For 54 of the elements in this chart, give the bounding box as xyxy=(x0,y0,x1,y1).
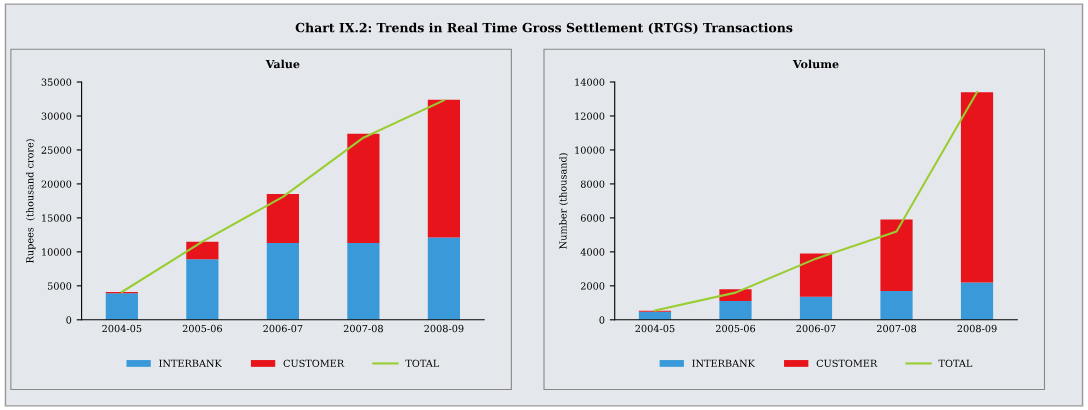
x-tick-label: 2006-07 xyxy=(796,324,836,333)
bar xyxy=(266,194,299,244)
y-tick-label: 35000 xyxy=(41,78,72,86)
y-tick-label: 10000 xyxy=(42,248,72,256)
x-tick-label: 2004-05 xyxy=(635,324,675,333)
bar xyxy=(427,237,461,320)
chart-title: Volume xyxy=(792,59,839,69)
bar xyxy=(960,92,994,283)
bar xyxy=(347,243,380,320)
bar xyxy=(799,296,833,320)
y-tick-label: 12000 xyxy=(575,112,605,120)
x-tick-label: 2007-08 xyxy=(876,324,917,333)
text: Chart IX.2: Trends in Real Time Gross Settlement (RTGS) Transactions xyxy=(295,22,793,35)
bar xyxy=(719,301,752,320)
line-series xyxy=(653,91,979,312)
x-tick-label: 2008-09 xyxy=(957,324,997,333)
y-tick-label: 0 xyxy=(66,316,72,324)
legend-label: CUSTOMER xyxy=(283,359,345,367)
bar xyxy=(880,219,913,291)
y-tick-label: 2000 xyxy=(580,282,605,290)
x-tick-label: 2006-07 xyxy=(263,324,303,333)
bar xyxy=(427,99,461,238)
y-axis-title: Rupees (thousand crore) xyxy=(25,139,36,263)
bar xyxy=(105,293,138,320)
y-tick-label: 25000 xyxy=(41,146,72,154)
y-tick-label: 10000 xyxy=(575,146,605,154)
y-tick-label: 8000 xyxy=(580,180,605,188)
bar xyxy=(186,259,219,320)
line-series xyxy=(120,99,445,293)
bar xyxy=(266,243,299,320)
y-tick-label: 14000 xyxy=(575,78,605,86)
x-tick-label: 2005-06 xyxy=(182,324,222,333)
legend-label: CUSTOMER xyxy=(816,359,878,367)
legend-label: INTERBANK xyxy=(692,359,756,367)
y-tick-label: 30000 xyxy=(41,112,72,120)
x-tick-label: 2005-06 xyxy=(715,324,756,333)
x-tick-label: 2007-08 xyxy=(343,324,383,333)
bar xyxy=(347,133,380,244)
y-tick-label: 6000 xyxy=(580,214,605,222)
y-tick-label: 15000 xyxy=(42,214,72,222)
bar xyxy=(960,282,994,320)
x-tick-label: 2008-09 xyxy=(424,324,464,333)
bar xyxy=(880,290,913,320)
legend-label: TOTAL xyxy=(405,359,440,367)
y-tick-label: 20000 xyxy=(41,180,72,188)
bar xyxy=(799,253,833,297)
legend-label: INTERBANK xyxy=(159,359,222,367)
y-tick-label: 0 xyxy=(599,316,605,324)
legend-label: TOTAL xyxy=(938,359,973,367)
x-tick-label: 2004-05 xyxy=(102,324,142,333)
y-tick-label: 5000 xyxy=(47,282,72,290)
y-tick-label: 4000 xyxy=(580,248,605,256)
chart-title: Value xyxy=(265,59,300,69)
y-axis-title: Number (thousand) xyxy=(559,153,569,249)
